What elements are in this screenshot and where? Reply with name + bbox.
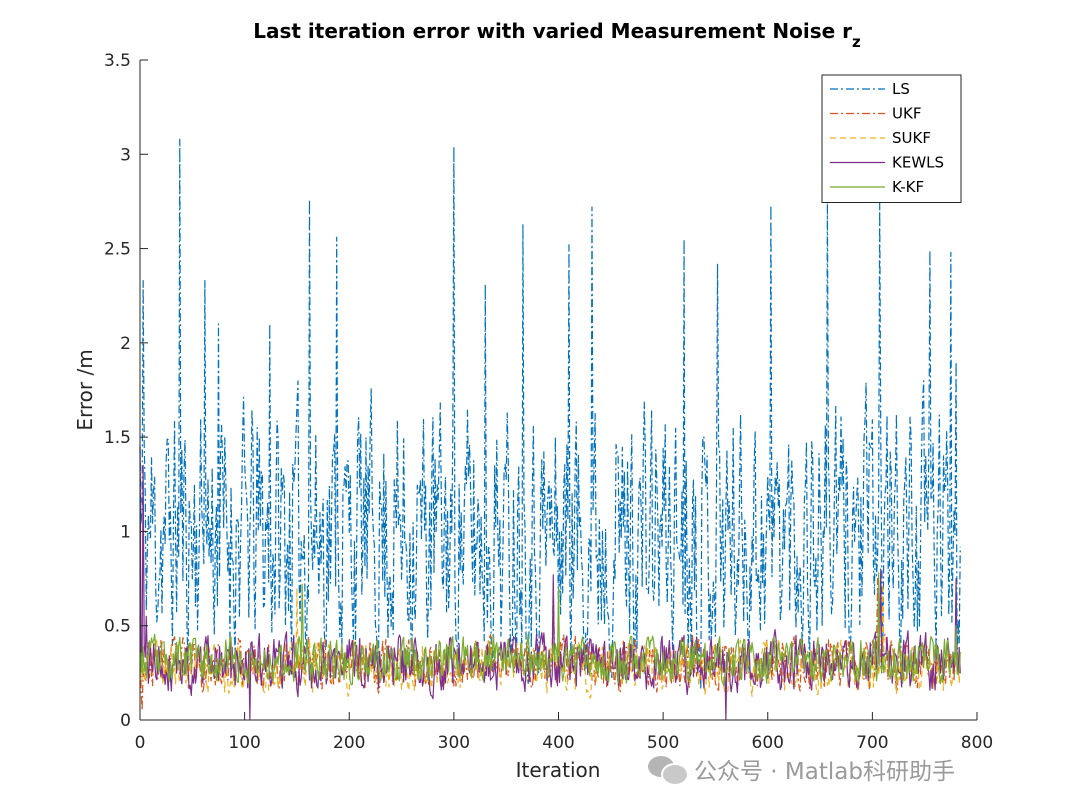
legend-label-ls: LS (892, 80, 910, 98)
x-tick-label: 400 (542, 733, 574, 753)
wechat-icon (648, 754, 689, 786)
x-axis-label: Iteration (516, 758, 601, 782)
y-tick-label: 1.5 (104, 428, 131, 448)
series-line-kewls (139, 446, 961, 721)
chart-title-main: Last iteration error with varied Measure… (253, 19, 852, 43)
chart-title: Last iteration error with varied Measure… (253, 19, 861, 51)
chart-title-subscript: z (852, 33, 861, 51)
series-layer (139, 138, 961, 721)
x-tick-label: 0 (135, 733, 146, 753)
y-tick-label: 3 (120, 145, 131, 165)
watermark: 公众号 · Matlab科研助手 (648, 752, 955, 786)
y-tick-label: 2 (120, 334, 131, 354)
x-tick-label: 100 (228, 733, 260, 753)
x-tick-label: 500 (647, 733, 679, 753)
legend-box (821, 74, 962, 203)
axes-layer: 0 100 200 300 400 500 600 700 800 0 0.5 1 1.5 2 2.5 3 3.… (104, 51, 993, 753)
y-tick-label: 1 (120, 522, 131, 542)
y-tick-label: 3.5 (104, 51, 131, 71)
series-line-k-kf (139, 572, 961, 687)
legend: LS UKF SUKF KEWLS K-KF (821, 74, 962, 203)
legend-label-kewls: KEWLS (892, 154, 944, 172)
watermark-text: 公众号 · Matlab科研助手 (694, 759, 955, 785)
series-line-sukf (139, 581, 961, 699)
series-line-ls (139, 138, 961, 690)
legend-label-k-kf: K-KF (892, 178, 924, 196)
y-tick-label: 2.5 (104, 240, 131, 260)
x-tick-label: 600 (752, 733, 784, 753)
x-tick-label: 200 (333, 733, 365, 753)
x-tick-label: 700 (856, 733, 888, 753)
legend-label-sukf: SUKF (892, 129, 931, 147)
y-tick-label: 0 (120, 711, 131, 731)
legend-label-ukf: UKF (892, 105, 921, 123)
y-tick-label: 0.5 (104, 617, 131, 637)
x-tick-label: 300 (438, 733, 470, 753)
y-axis-label: Error /m (73, 349, 97, 430)
x-tick-label: 800 (961, 733, 993, 753)
